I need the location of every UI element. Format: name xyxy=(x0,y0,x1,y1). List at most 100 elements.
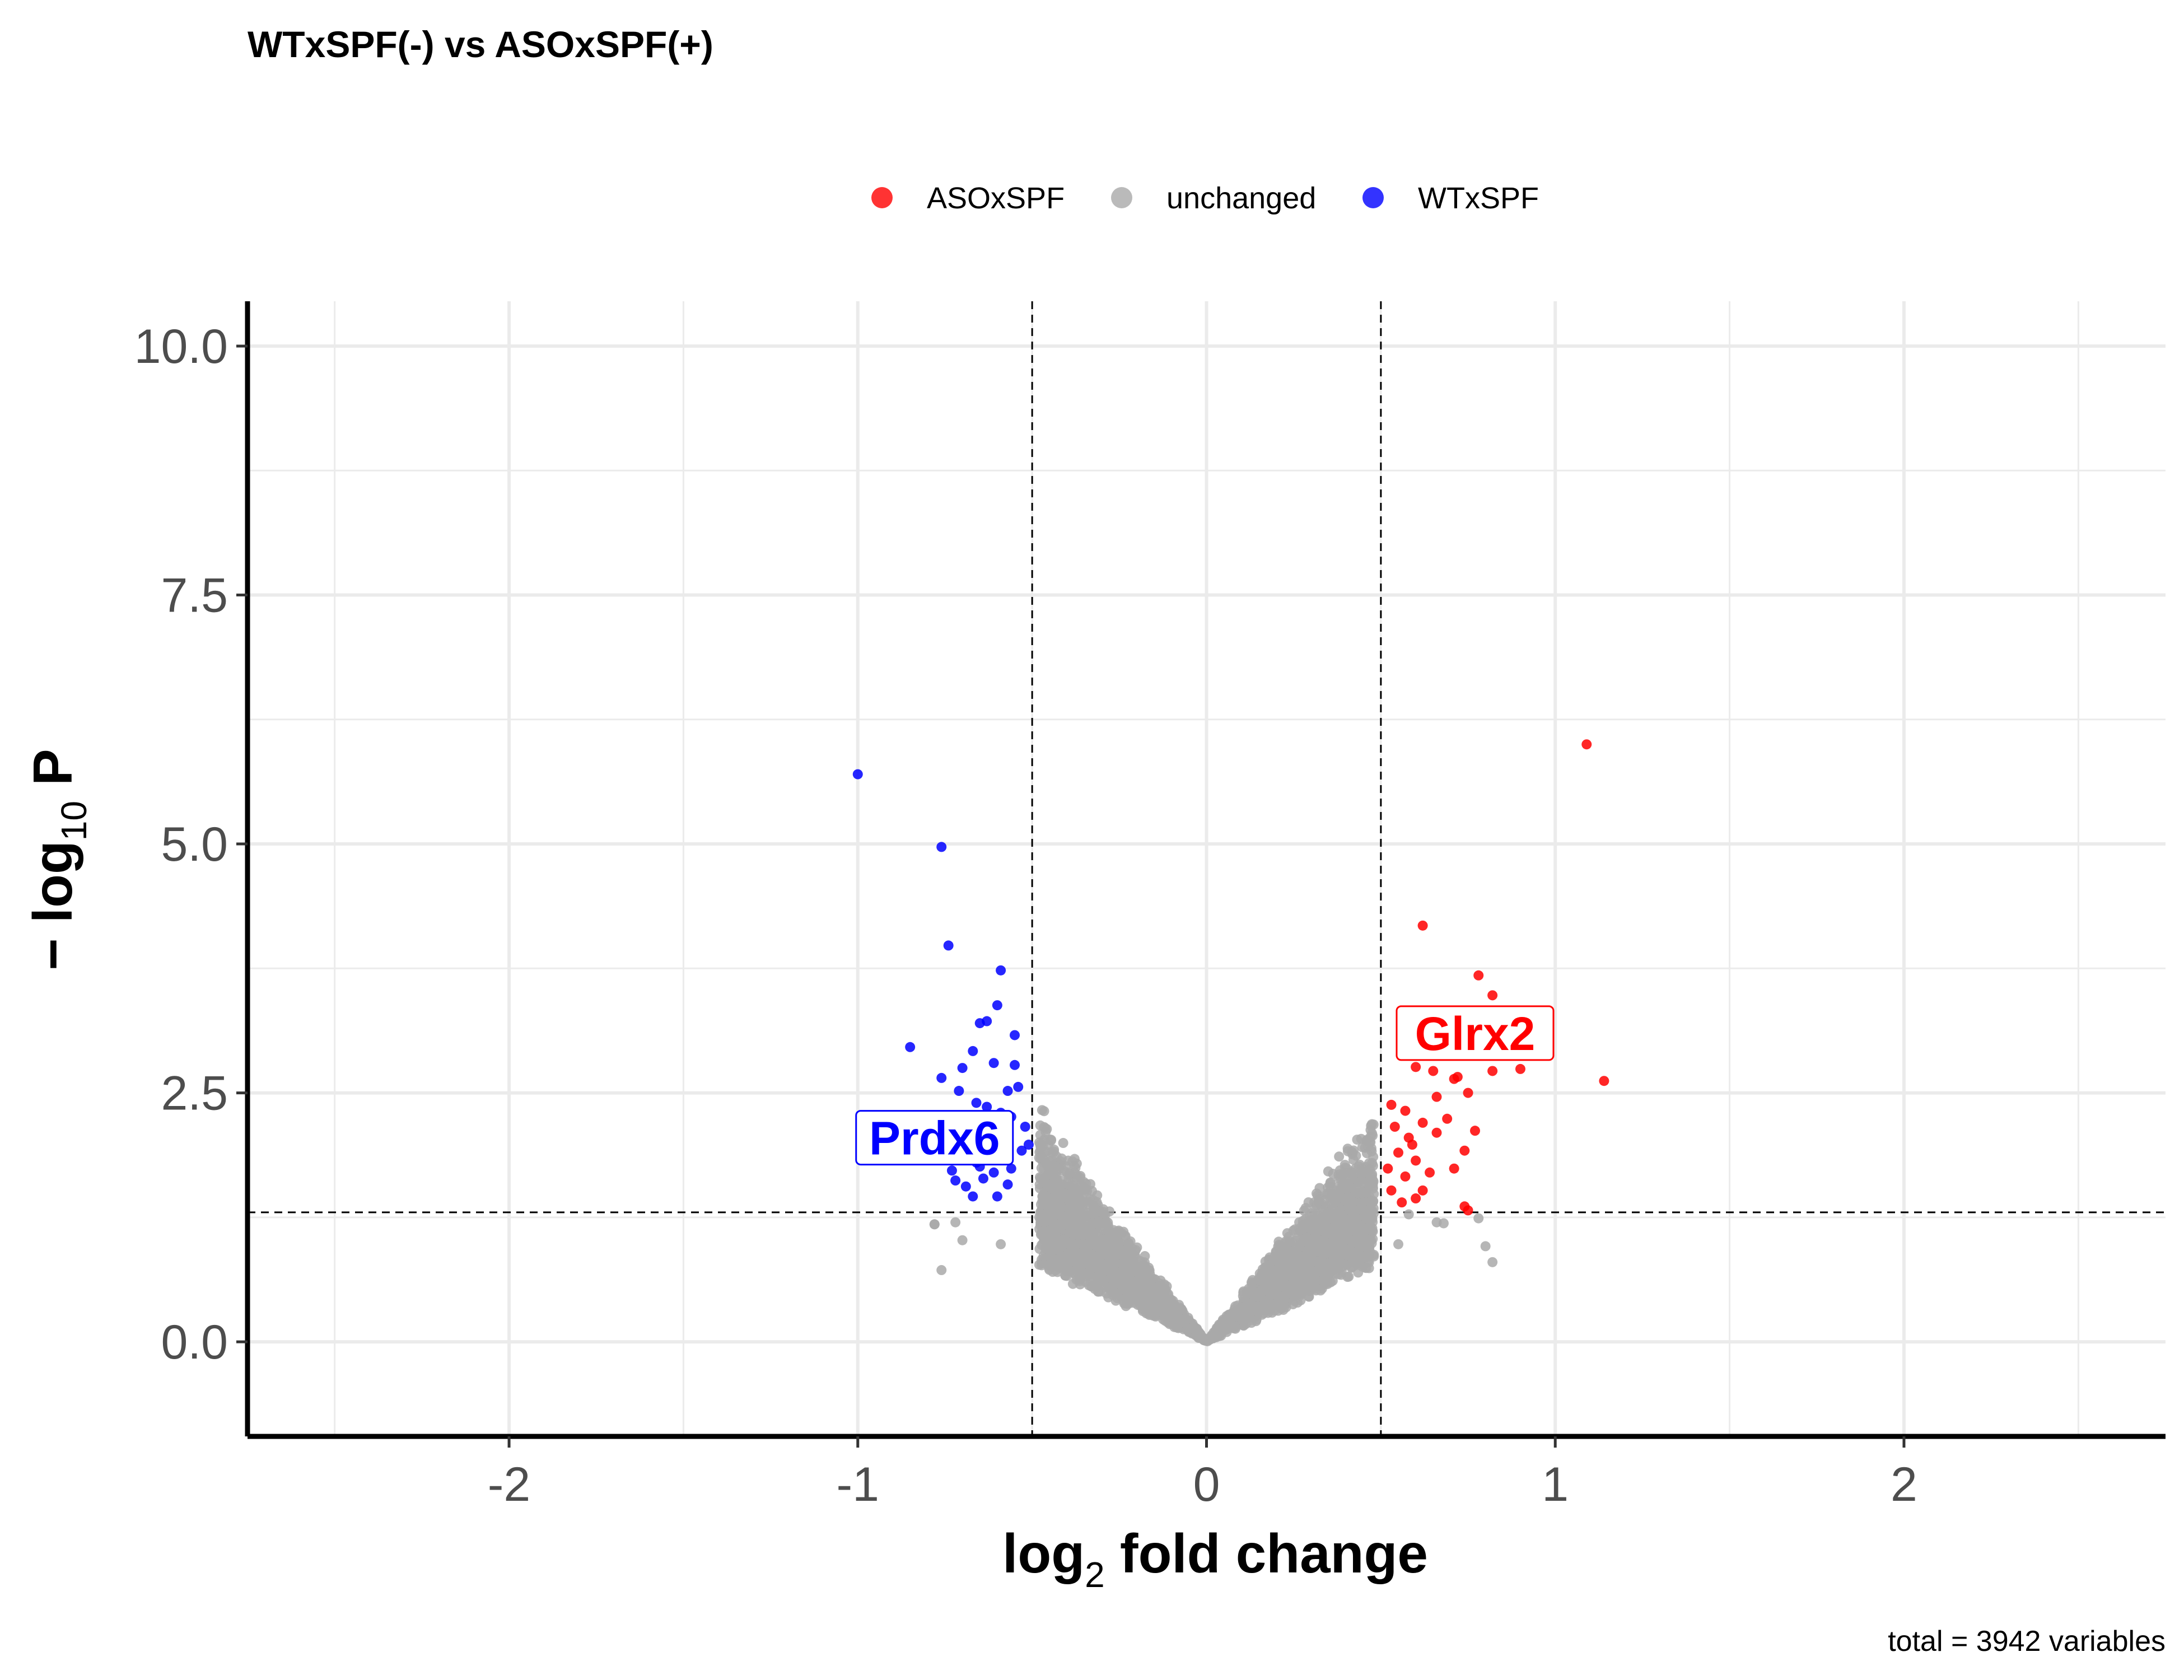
point-unchanged xyxy=(1150,1282,1161,1293)
point-wtxspf xyxy=(852,769,863,780)
point-unchanged xyxy=(1356,1164,1367,1174)
point-unchanged xyxy=(1318,1262,1328,1272)
point-asoxspf xyxy=(1599,1076,1609,1086)
point-unchanged xyxy=(1098,1234,1109,1245)
point-asoxspf xyxy=(1581,739,1592,750)
point-unchanged xyxy=(1225,1317,1236,1327)
point-unchanged xyxy=(1343,1183,1354,1193)
point-unchanged xyxy=(1311,1200,1322,1210)
x-tick-label: 1 xyxy=(1542,1458,1569,1511)
point-unchanged xyxy=(1285,1236,1295,1247)
point-unchanged xyxy=(1063,1203,1074,1214)
point-unchanged xyxy=(1034,1259,1044,1270)
point-unchanged xyxy=(1343,1271,1354,1282)
point-asoxspf xyxy=(1397,1197,1407,1208)
point-unchanged xyxy=(1360,1187,1370,1198)
point-wtxspf xyxy=(968,1046,978,1056)
point-unchanged xyxy=(1243,1305,1253,1316)
legend-label-unchanged: unchanged xyxy=(1166,181,1316,215)
point-unchanged xyxy=(1326,1266,1337,1276)
point-unchanged xyxy=(1131,1267,1142,1277)
point-unchanged xyxy=(1107,1290,1118,1300)
point-asoxspf xyxy=(1515,1063,1525,1074)
point-unchanged xyxy=(1254,1275,1264,1286)
x-tick-label: -1 xyxy=(837,1458,879,1511)
point-unchanged xyxy=(1368,1196,1379,1206)
y-tick-label: 5.0 xyxy=(161,818,228,871)
point-unchanged xyxy=(1131,1294,1142,1304)
point-unchanged xyxy=(1332,1216,1343,1227)
point-unchanged xyxy=(1294,1241,1305,1252)
point-unchanged xyxy=(1144,1265,1155,1276)
point-labels: Prdx6 Glrx2 xyxy=(855,1005,1555,1166)
point-asoxspf xyxy=(1417,920,1428,931)
point-unchanged xyxy=(1342,1146,1353,1156)
point-asoxspf xyxy=(1425,1167,1435,1178)
point-asoxspf xyxy=(1463,1205,1473,1216)
point-wtxspf xyxy=(1006,1163,1016,1174)
y-tick-label: 0.0 xyxy=(161,1315,228,1369)
point-unchanged xyxy=(1278,1299,1289,1309)
point-unchanged xyxy=(1294,1290,1305,1301)
point-unchanged xyxy=(1393,1239,1403,1249)
legend-marker-wtxspf xyxy=(1362,187,1384,208)
point-unchanged xyxy=(1146,1301,1157,1312)
point-unchanged xyxy=(1487,1257,1498,1267)
point-unchanged xyxy=(1114,1226,1124,1237)
point-unchanged xyxy=(1037,1215,1048,1226)
point-unchanged xyxy=(1117,1284,1128,1294)
point-unchanged xyxy=(1308,1257,1318,1267)
x-axis-title-base: log xyxy=(1002,1523,1085,1584)
point-unchanged xyxy=(1037,1105,1047,1116)
point-unchanged xyxy=(1040,1200,1051,1210)
point-unchanged xyxy=(1100,1263,1110,1274)
point-unchanged xyxy=(1325,1178,1336,1188)
point-unchanged xyxy=(1053,1194,1064,1205)
point-unchanged xyxy=(1294,1269,1305,1280)
point-wtxspf xyxy=(971,1098,982,1108)
point-unchanged xyxy=(1114,1267,1124,1278)
y-axis-title-subscript: 10 xyxy=(54,801,94,841)
point-asoxspf xyxy=(1431,1127,1442,1138)
point-unchanged xyxy=(1090,1218,1101,1229)
point-unchanged xyxy=(1330,1197,1341,1207)
point-unchanged xyxy=(1079,1177,1089,1187)
point-label-box xyxy=(855,1110,1014,1166)
data-points xyxy=(852,739,1609,1347)
point-unchanged xyxy=(1342,1164,1352,1174)
point-unchanged xyxy=(1064,1257,1075,1268)
point-unchanged xyxy=(1052,1236,1063,1247)
point-unchanged xyxy=(1176,1304,1187,1315)
x-axis-title-subscript: 2 xyxy=(1085,1555,1105,1595)
point-unchanged xyxy=(1051,1254,1062,1265)
point-label-glrx2: Glrx2 xyxy=(1396,1005,1555,1061)
point-wtxspf xyxy=(1010,1060,1020,1070)
point-unchanged xyxy=(1138,1301,1149,1312)
point-unchanged xyxy=(1109,1245,1119,1256)
point-unchanged xyxy=(1345,1205,1355,1215)
point-wtxspf xyxy=(1002,1086,1013,1096)
point-unchanged xyxy=(1300,1276,1310,1287)
point-unchanged xyxy=(1173,1318,1184,1328)
point-unchanged xyxy=(1324,1238,1334,1249)
point-unchanged xyxy=(1095,1246,1106,1257)
point-unchanged xyxy=(1336,1184,1346,1194)
point-unchanged xyxy=(1270,1299,1281,1309)
point-wtxspf xyxy=(946,1165,957,1176)
y-tick-label: 7.5 xyxy=(161,569,228,623)
y-tick-label: 10.0 xyxy=(134,320,228,374)
point-unchanged xyxy=(1163,1289,1174,1300)
point-unchanged xyxy=(1035,1207,1046,1218)
point-asoxspf xyxy=(1411,1193,1421,1204)
point-unchanged xyxy=(1301,1263,1312,1274)
point-unchanged xyxy=(1043,1170,1053,1180)
point-asoxspf xyxy=(1431,1091,1442,1102)
point-wtxspf xyxy=(905,1042,916,1052)
point-wtxspf xyxy=(936,842,947,852)
point-asoxspf xyxy=(1487,1066,1498,1076)
point-wtxspf xyxy=(968,1191,978,1202)
point-asoxspf xyxy=(1389,1122,1400,1132)
y-tick-label: 2.5 xyxy=(161,1067,228,1121)
point-unchanged xyxy=(929,1219,940,1230)
point-unchanged xyxy=(936,1265,947,1276)
